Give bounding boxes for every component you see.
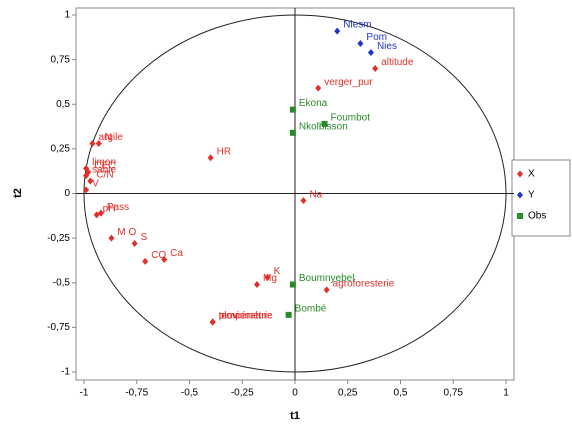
y-tick-label: 0,75 bbox=[51, 54, 71, 65]
point-label: Ca bbox=[170, 248, 183, 259]
point-label: CEC bbox=[94, 161, 115, 172]
point bbox=[87, 177, 94, 185]
point-label: pH bbox=[103, 204, 116, 215]
y-tick-label: 0,5 bbox=[56, 99, 70, 110]
y-tick-label: 0 bbox=[64, 188, 70, 199]
y-tick-label: -1 bbox=[61, 367, 70, 378]
point-label: Na bbox=[309, 189, 322, 200]
point bbox=[289, 281, 296, 288]
point-label: S bbox=[141, 232, 148, 243]
point bbox=[323, 286, 330, 294]
point bbox=[254, 281, 261, 289]
y-tick-label: 1 bbox=[64, 10, 70, 21]
y-tick-label: 0,25 bbox=[51, 144, 71, 155]
point bbox=[83, 172, 90, 180]
point-label: agroforesterie bbox=[333, 279, 395, 290]
point-label: C/N bbox=[96, 170, 113, 181]
point-label: Boumnyebel bbox=[299, 273, 355, 284]
point-label: température bbox=[219, 311, 273, 322]
point bbox=[285, 311, 292, 318]
point bbox=[334, 27, 341, 35]
legend-box bbox=[511, 159, 571, 237]
point bbox=[207, 154, 214, 162]
legend-label: Y bbox=[528, 190, 535, 201]
point-label: Pass bbox=[107, 202, 129, 213]
point bbox=[161, 256, 168, 264]
point-label: M O bbox=[117, 227, 136, 238]
point-label: Foumbot bbox=[331, 113, 371, 124]
legend-marker bbox=[517, 170, 523, 178]
point bbox=[83, 186, 90, 194]
legend-label: Obs bbox=[528, 211, 546, 222]
point-label: verger_pur bbox=[324, 77, 373, 88]
point-label: N bbox=[105, 132, 112, 143]
point-label: argile bbox=[98, 132, 123, 143]
x-tick-label: -0,25 bbox=[231, 388, 254, 399]
point bbox=[131, 239, 138, 247]
point-label: HR bbox=[217, 146, 231, 157]
x-tick-label: 0,5 bbox=[394, 388, 408, 399]
point-label: CO bbox=[151, 250, 166, 261]
point-label: Nies bbox=[377, 41, 397, 52]
point bbox=[372, 65, 379, 73]
point bbox=[97, 209, 104, 217]
point-label: pluviométrie bbox=[219, 311, 273, 322]
point bbox=[289, 129, 296, 136]
x-tick-label: 0 bbox=[292, 388, 298, 399]
point bbox=[95, 140, 102, 148]
point-label: sable bbox=[92, 164, 116, 175]
point bbox=[89, 140, 96, 148]
point-label: Nkolbisson bbox=[299, 121, 348, 132]
point-label: limon bbox=[92, 157, 116, 168]
legend-marker bbox=[517, 213, 523, 219]
point bbox=[142, 257, 149, 265]
point bbox=[108, 234, 115, 242]
point-label: V bbox=[92, 179, 99, 190]
point bbox=[289, 106, 296, 113]
point-label: mov bbox=[219, 311, 238, 322]
point bbox=[357, 40, 364, 48]
point bbox=[209, 318, 216, 326]
point-label: Niesm bbox=[343, 20, 371, 31]
point-label: altitude bbox=[381, 57, 414, 68]
point bbox=[321, 120, 328, 127]
point-label: K bbox=[274, 266, 281, 277]
x-axis-title: t1 bbox=[290, 410, 300, 422]
x-tick-label: 0,75 bbox=[444, 388, 464, 399]
x-tick-label: -1 bbox=[80, 388, 89, 399]
point-label: Pom bbox=[366, 32, 387, 43]
x-tick-label: -0,5 bbox=[181, 388, 199, 399]
point bbox=[264, 273, 271, 281]
point-label: Ekona bbox=[299, 98, 328, 109]
x-tick-label: -0,75 bbox=[125, 388, 148, 399]
point-label: Bombé bbox=[295, 304, 327, 315]
x-tick-label: 1 bbox=[503, 388, 509, 399]
x-tick-label: 0,25 bbox=[338, 388, 358, 399]
y-tick-label: -0,5 bbox=[53, 277, 71, 288]
point bbox=[315, 84, 322, 92]
legend-marker bbox=[517, 191, 523, 199]
point bbox=[300, 197, 307, 205]
y-tick-label: -0,75 bbox=[47, 322, 70, 333]
y-axis-title: t2 bbox=[12, 188, 24, 198]
point bbox=[367, 48, 374, 56]
point-label: Mg bbox=[263, 273, 277, 284]
y-tick-label: -0,25 bbox=[47, 233, 70, 244]
legend-label: X bbox=[528, 169, 535, 180]
